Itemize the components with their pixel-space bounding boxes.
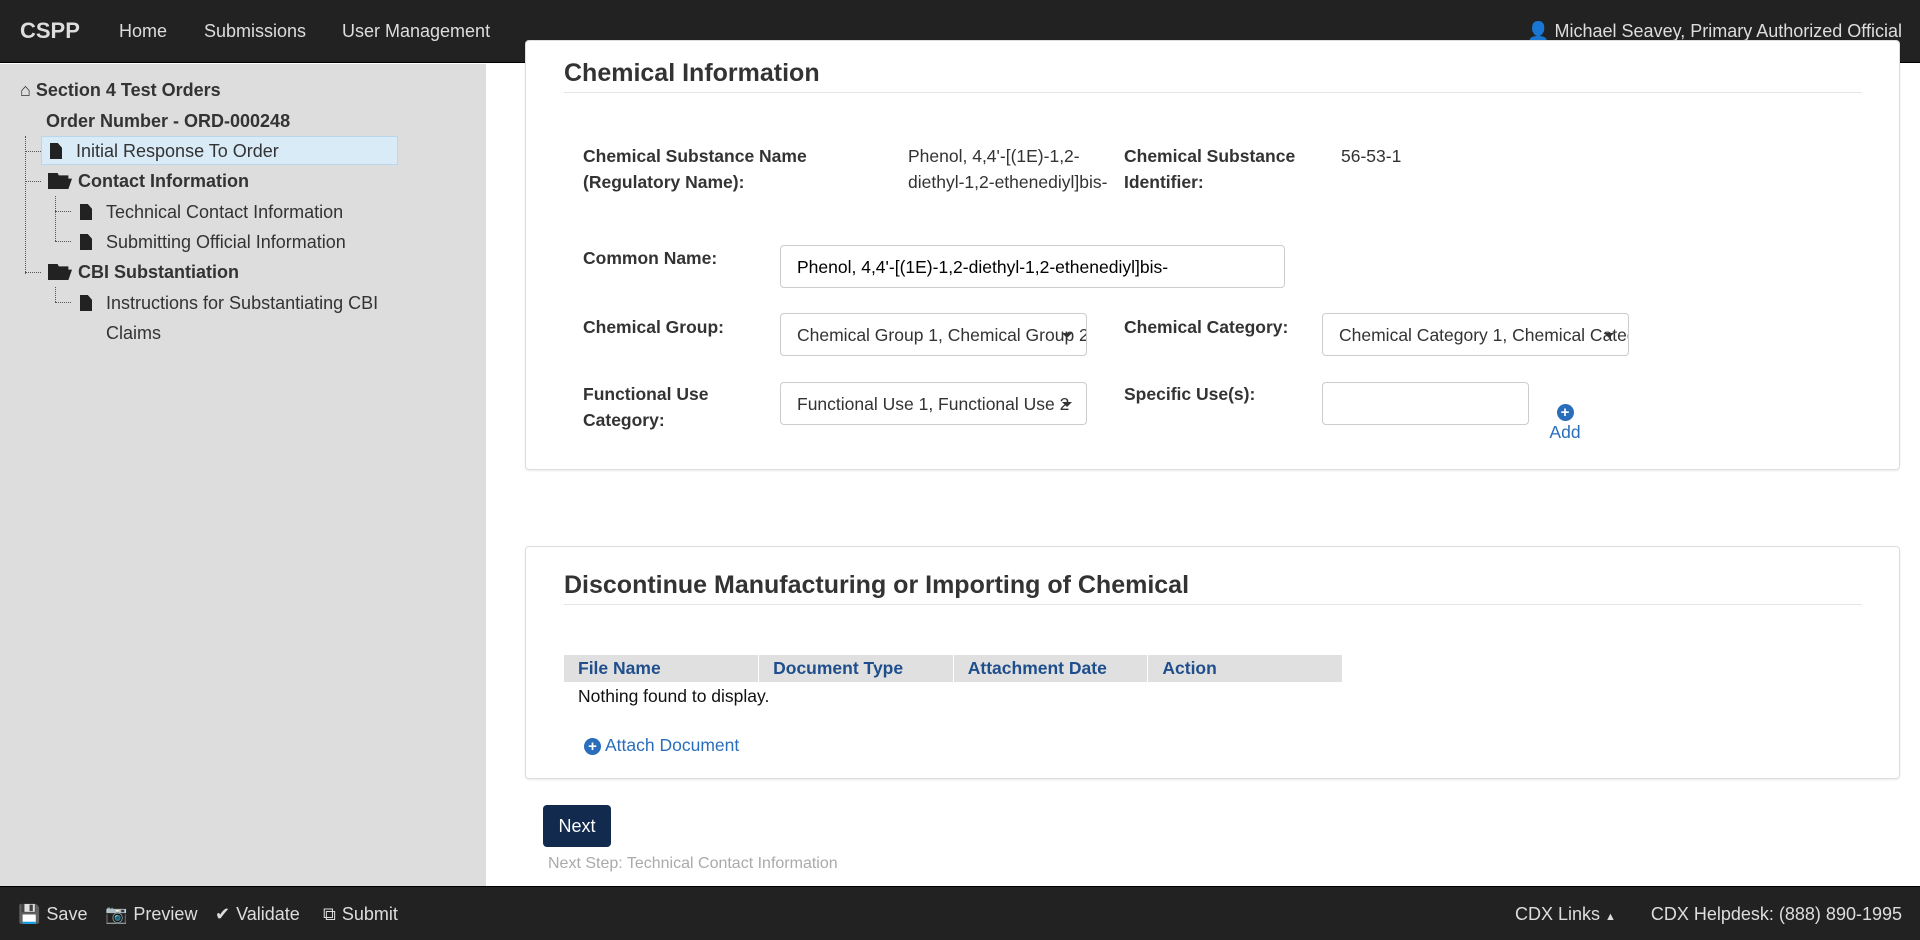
save-button[interactable]: 💾 Save [18, 904, 88, 924]
order-number: Order Number - ORD-000248 [46, 111, 291, 131]
cdx-links-dropdown[interactable]: CDX Links ▲ [1515, 904, 1616, 924]
plus-circle-icon: + [1556, 404, 1574, 421]
caret-down-icon [1604, 333, 1614, 338]
caret-down-icon [1062, 333, 1072, 338]
check-icon: ✔ [215, 904, 231, 924]
sidebar-item-cbi-substantiation[interactable]: CBI Substantiation [48, 262, 239, 283]
tree-line [55, 287, 56, 302]
user-menu[interactable]: 👤 Michael Seavey, Primary Authorized Off… [1527, 21, 1902, 42]
sidebar-item-instructions-cbi-cont[interactable]: Claims [106, 323, 162, 343]
identifier-value: 56-53-1 [1341, 146, 1402, 166]
user-icon: 👤 [1527, 21, 1550, 41]
caret-down-icon [1062, 402, 1072, 407]
next-button[interactable]: Next [543, 805, 611, 847]
common-name-input[interactable]: Phenol, 4,4'-[(1E)-1,2-diethyl-1,2-ethen… [780, 245, 1285, 288]
sidebar-item-instructions-cbi[interactable]: Instructions for Substantiating CBI [80, 293, 378, 314]
validate-button[interactable]: ✔ Validate [215, 904, 300, 924]
sidebar-item-technical-contact[interactable]: Technical Contact Information [80, 202, 343, 223]
chemical-group-select[interactable]: Chemical Group 1, Chemical Group 2 [780, 313, 1087, 356]
common-name-label: Common Name: [583, 248, 718, 268]
nav-submissions[interactable]: Submissions [204, 21, 307, 41]
sidebar-item-submitting-official[interactable]: Submitting Official Information [80, 232, 346, 253]
file-icon [80, 204, 92, 220]
tree-line [55, 211, 71, 212]
chemical-group-label: Chemical Group: [583, 317, 724, 337]
functional-use-select[interactable]: Functional Use 1, Functional Use 2 [780, 382, 1087, 425]
nav-user-management[interactable]: User Management [342, 21, 491, 41]
cdx-helpdesk: CDX Helpdesk: (888) 890-1995 [1650, 904, 1902, 924]
share-icon: ⧉ [323, 904, 336, 924]
section-title: Discontinue Manufacturing or Importing o… [564, 571, 1862, 605]
substance-name-value: Phenol, 4,4'-[(1E)-1,2-diethyl-1,2-ethen… [908, 146, 1108, 192]
substance-name-label: Chemical Substance Name (Regulatory Name… [583, 146, 807, 192]
chemical-category-select[interactable]: Chemical Category 1, Chemical Category 2 [1322, 313, 1629, 356]
folder-open-icon [48, 173, 72, 189]
folder-open-icon [48, 264, 72, 280]
plus-circle-icon: + [584, 738, 601, 755]
tree-line [25, 272, 41, 273]
tree-line [55, 302, 71, 303]
tree-line [55, 196, 56, 241]
file-icon [80, 234, 92, 250]
functional-use-label: Functional Use Category: [583, 384, 709, 430]
column-header-document-type[interactable]: Document Type [758, 655, 954, 682]
caret-up-icon: ▲ [1605, 911, 1616, 923]
sidebar [0, 64, 486, 886]
camera-icon: 📷 [105, 904, 128, 924]
next-step-text: Next Step: Technical Contact Information [548, 855, 838, 872]
attach-document-link[interactable]: + Attach Document [584, 735, 739, 756]
column-header-action[interactable]: Action [1147, 655, 1343, 682]
chemical-category-label: Chemical Category: [1124, 317, 1289, 337]
brand-logo[interactable]: CSPP [20, 18, 80, 43]
sidebar-root[interactable]: ⌂ Section 4 Test Orders [20, 80, 221, 100]
sidebar-item-initial-response[interactable]: Initial Response To Order [50, 141, 279, 162]
user-name: Michael Seavey, Primary Authorized Offic… [1554, 21, 1902, 41]
empty-message: Nothing found to display. [578, 686, 770, 706]
specific-use-label: Specific Use(s): [1124, 384, 1256, 404]
preview-button[interactable]: 📷 Preview [105, 904, 198, 924]
footer-toolbar: 💾 Save 📷 Preview ✔ Validate ⧉ Submit CDX Lin… [0, 886, 1920, 940]
column-header-attachment-date[interactable]: Attachment Date [953, 655, 1149, 682]
column-header-file-name[interactable]: File Name [564, 655, 760, 682]
specific-use-input[interactable] [1322, 382, 1529, 425]
sidebar-item-contact-information[interactable]: Contact Information [48, 171, 249, 192]
add-specific-use-button[interactable]: + Add [1549, 404, 1581, 442]
identifier-label: Chemical Substance Identifier: [1124, 146, 1296, 192]
discontinue-panel: Discontinue Manufacturing or Importing o… [525, 546, 1900, 779]
section-title: Chemical Information [564, 59, 1862, 93]
file-icon [80, 295, 92, 311]
chemical-information-panel: Chemical Information Chemical Substance … [525, 40, 1900, 470]
floppy-icon: 💾 [18, 904, 41, 924]
sidebar-item-selected-bg [41, 136, 398, 165]
attachments-table: File Name Document Type Attachment Date … [564, 655, 1343, 711]
tree-line [25, 181, 41, 182]
tree-line [25, 136, 26, 274]
nav-home[interactable]: Home [119, 21, 168, 41]
file-icon [50, 143, 62, 159]
tree-line [25, 151, 41, 152]
tree-line [55, 241, 71, 242]
submit-button[interactable]: ⧉ Submit [323, 904, 398, 924]
home-icon: ⌂ [20, 80, 31, 100]
